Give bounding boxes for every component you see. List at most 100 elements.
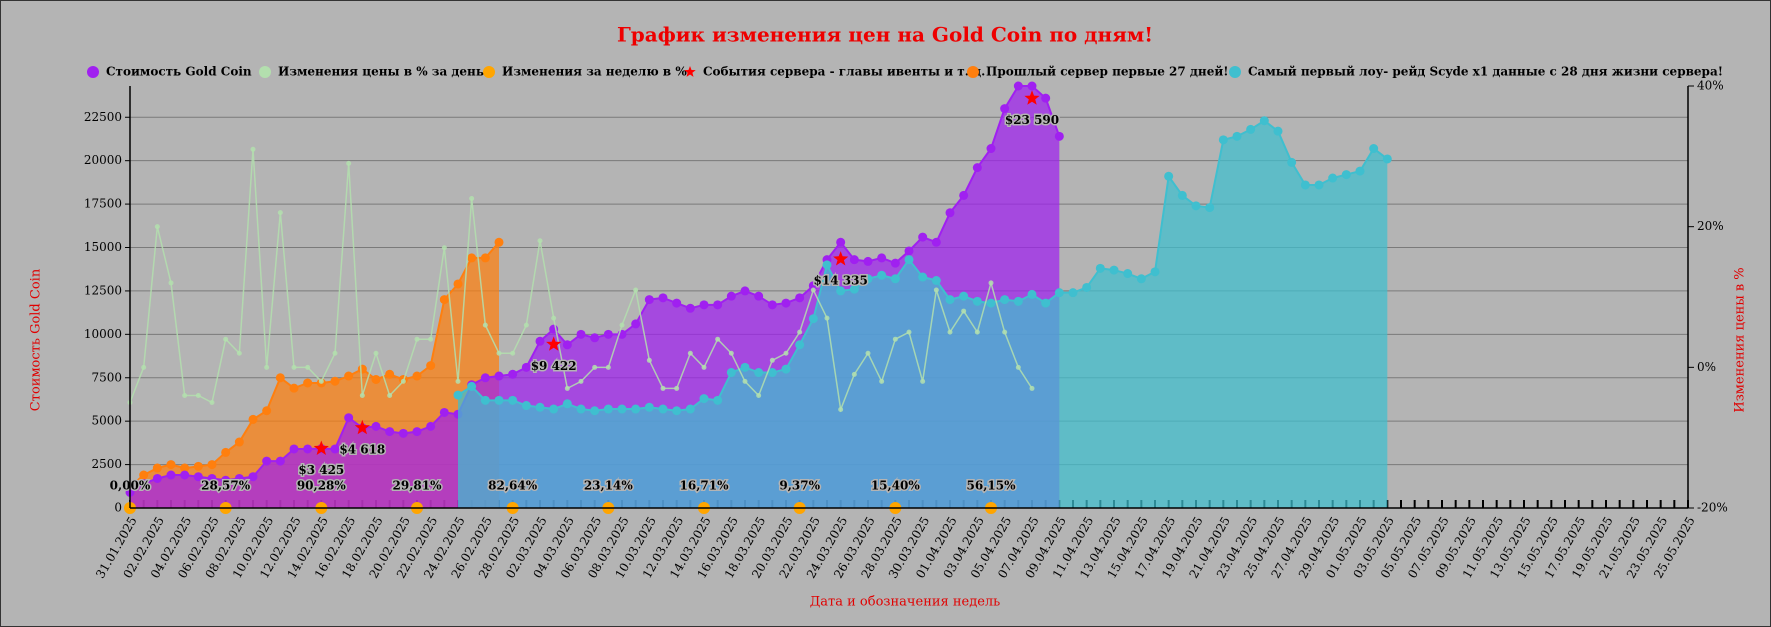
- data-point: [631, 404, 641, 414]
- data-point: [904, 255, 914, 265]
- data-point: [141, 364, 147, 370]
- x-axis-label: Дата и обозначения недель: [810, 595, 1001, 610]
- data-point: [797, 329, 803, 335]
- y2-axis-label: Изменения цены в %: [1733, 267, 1748, 412]
- data-point: [439, 407, 449, 417]
- data-point: [344, 413, 354, 423]
- data-point: [685, 303, 695, 313]
- value-label: $4 618: [339, 442, 385, 456]
- y2-tick-label: -20%: [1697, 501, 1728, 515]
- legend-label: Стоимость Gold Coin: [106, 65, 252, 79]
- y2-tick-label: 40%: [1697, 79, 1724, 93]
- value-label: 56,15%: [967, 479, 1017, 493]
- value-label: 9,37%: [779, 479, 820, 493]
- data-point: [576, 404, 586, 414]
- data-point: [521, 362, 531, 372]
- data-point: [223, 336, 229, 342]
- data-point: [289, 383, 299, 393]
- data-point: [168, 280, 174, 286]
- data-point: [590, 406, 600, 416]
- data-point: [152, 463, 162, 473]
- data-point: [904, 246, 914, 256]
- data-point: [426, 361, 436, 371]
- data-point: [330, 376, 340, 386]
- data-point: [562, 399, 572, 409]
- data-point: [726, 368, 736, 378]
- data-point: [234, 437, 244, 447]
- data-point: [330, 444, 340, 454]
- data-point: [332, 350, 338, 356]
- legend-label: События сервера - главы ивенты и т. д.: [703, 65, 985, 79]
- data-point: [467, 253, 477, 263]
- data-point: [605, 364, 611, 370]
- chart-title: График изменения цен на Gold Coin по дня…: [617, 23, 1153, 47]
- data-point: [180, 463, 190, 473]
- data-point: [523, 322, 529, 328]
- data-point: [193, 472, 203, 482]
- data-point: [264, 364, 270, 370]
- legend-symbol: [1229, 66, 1241, 78]
- data-point: [480, 253, 490, 263]
- data-point: [933, 287, 939, 293]
- data-point: [918, 272, 928, 282]
- data-point: [1232, 131, 1242, 141]
- data-point: [1041, 298, 1051, 308]
- y2-tick-label: 0%: [1697, 360, 1716, 374]
- data-point: [1029, 385, 1035, 391]
- data-point: [945, 295, 955, 305]
- data-point: [412, 427, 422, 437]
- data-point: [1150, 267, 1160, 277]
- data-point: [357, 364, 367, 374]
- data-point: [672, 406, 682, 416]
- value-label: 28,57%: [201, 479, 251, 493]
- data-point: [412, 371, 422, 381]
- data-point: [195, 392, 201, 398]
- data-point: [1054, 131, 1064, 141]
- event-star: [354, 419, 370, 435]
- data-point: [139, 479, 149, 489]
- y2-tick-label: 20%: [1697, 219, 1724, 233]
- data-point: [810, 287, 816, 293]
- data-point: [248, 472, 258, 482]
- data-point: [918, 232, 928, 242]
- data-point: [1259, 116, 1269, 126]
- data-point: [947, 329, 953, 335]
- data-point: [387, 392, 393, 398]
- data-point: [781, 298, 791, 308]
- data-point: [1027, 81, 1037, 91]
- data-point: [795, 340, 805, 350]
- data-point: [221, 447, 231, 457]
- data-point: [277, 210, 283, 216]
- data-point: [453, 390, 463, 400]
- data-point: [603, 404, 613, 414]
- data-point: [961, 308, 967, 314]
- data-point: [920, 378, 926, 384]
- data-point: [713, 395, 723, 405]
- data-point: [959, 291, 969, 301]
- data-point: [1246, 124, 1256, 134]
- data-point: [972, 163, 982, 173]
- data-point: [467, 381, 477, 391]
- data-point: [879, 378, 885, 384]
- data-point: [564, 385, 570, 391]
- legend-label: Изменения за неделю в %: [502, 65, 687, 79]
- data-point: [906, 329, 912, 335]
- value-label: $23 590: [1005, 113, 1059, 127]
- data-point: [754, 368, 764, 378]
- data-point: [455, 378, 461, 384]
- data-point: [549, 404, 559, 414]
- data-point: [346, 160, 352, 166]
- data-point: [672, 298, 682, 308]
- data-point: [851, 371, 857, 377]
- data-point: [1218, 135, 1228, 145]
- data-point: [428, 336, 434, 342]
- data-point: [945, 208, 955, 218]
- y-axis-label: Стоимость Gold Coin: [29, 268, 44, 411]
- data-point: [371, 421, 381, 431]
- data-point: [974, 329, 980, 335]
- y-tick-label: 15000: [84, 240, 122, 254]
- data-point: [494, 395, 504, 405]
- data-point: [633, 287, 639, 293]
- legend-label: Самый первый лоу- рейд Scyde x1 данные с…: [1248, 65, 1723, 79]
